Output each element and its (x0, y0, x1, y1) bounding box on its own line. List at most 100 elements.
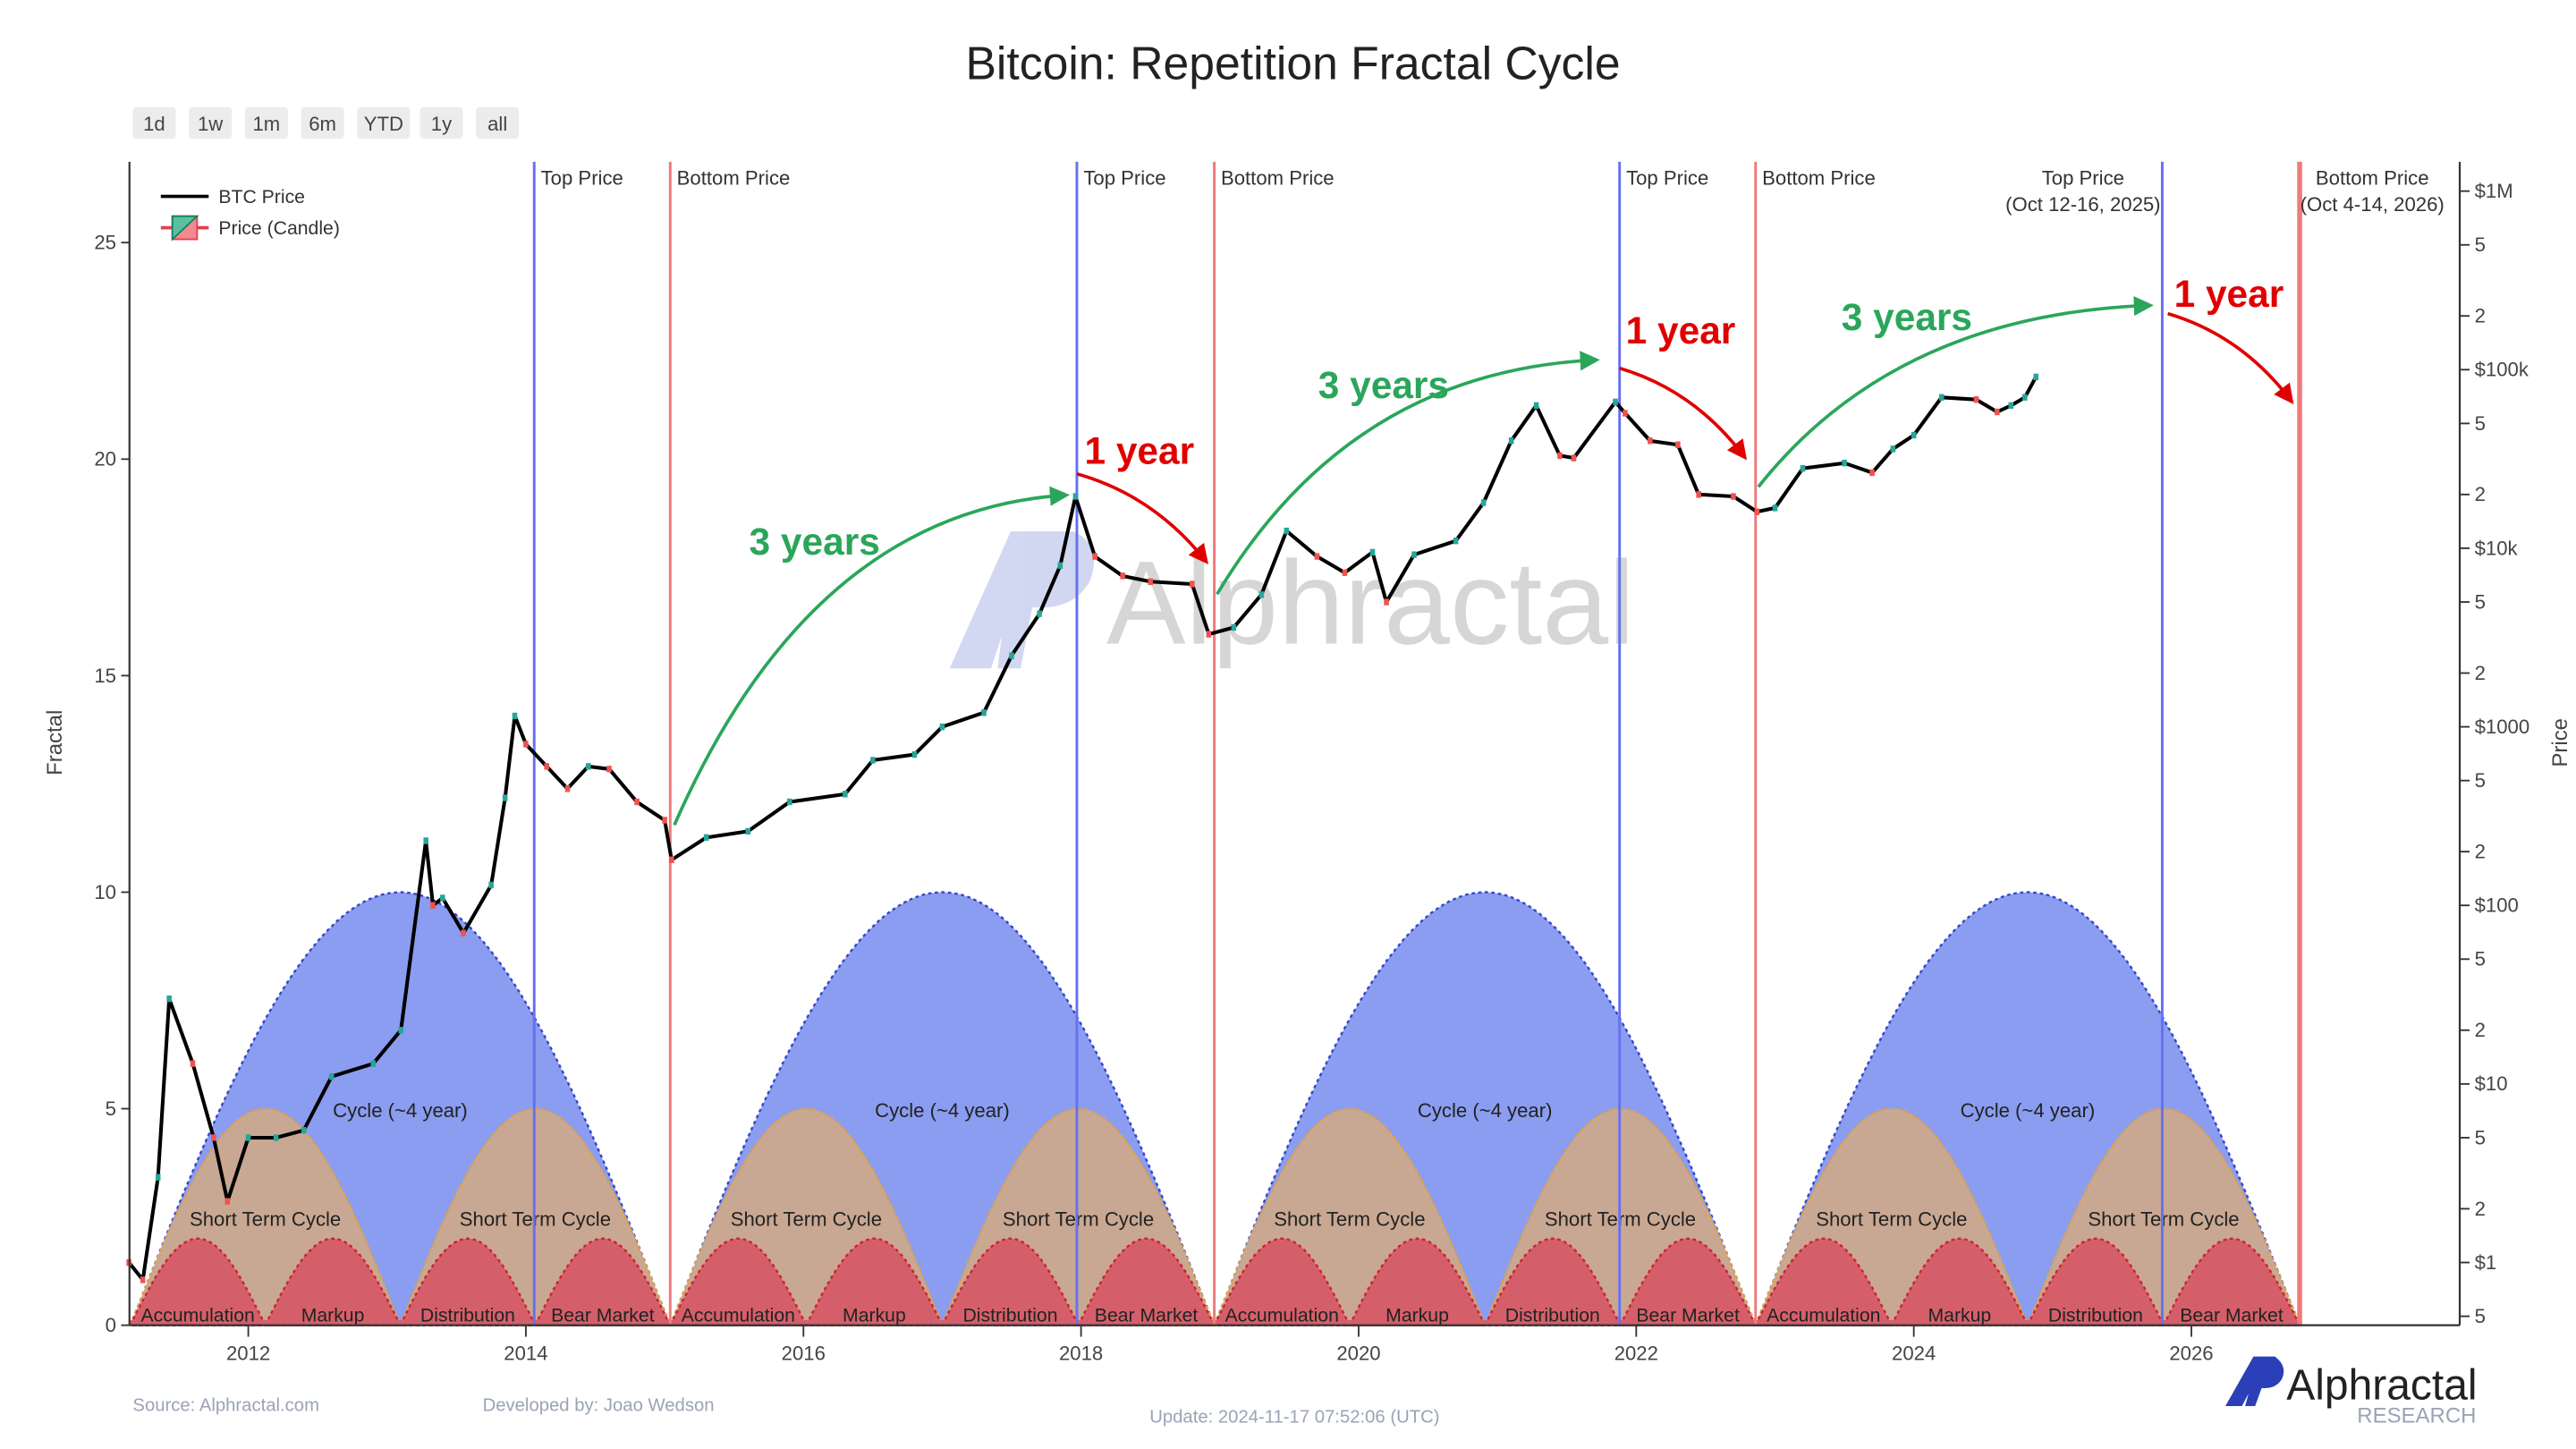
range-button-6m[interactable]: 6m (301, 106, 344, 139)
price-candle (423, 837, 428, 844)
top-price-label: Top Price (1626, 167, 1708, 190)
price-tick-label: $1000 (2475, 716, 2530, 738)
brand-logo: Alphractal RESEARCH (2225, 1356, 2478, 1428)
one-year-arrow (1619, 366, 1748, 461)
price-candle (1613, 398, 1618, 406)
price-candle (1369, 548, 1376, 556)
x-tick-label: 2016 (782, 1342, 826, 1364)
price-candle (155, 1174, 161, 1181)
price-candle (1231, 623, 1237, 631)
price-candle (1189, 580, 1195, 588)
price-candle (1342, 569, 1348, 576)
range-selector: 1d 1w 1m 6m YTD 1y all (132, 106, 520, 139)
three-years-arrow (673, 486, 1070, 826)
price-candle (939, 723, 945, 731)
price-candle (2022, 394, 2028, 401)
annotation-label: 1 year (1084, 429, 1194, 471)
button-background (132, 106, 176, 139)
phase-label: Bear Market (2180, 1306, 2284, 1326)
button-label: 6m (309, 113, 336, 135)
phase-label: Accumulation (1225, 1306, 1339, 1326)
phase-dome (1076, 1237, 1216, 1326)
cycle-label: Cycle (~4 year) (1418, 1099, 1553, 1122)
phase-dome (533, 1237, 673, 1326)
price-candle (488, 881, 494, 889)
price-candle (1648, 437, 1653, 445)
btc-price-line (127, 376, 2038, 1282)
price-candle (1258, 591, 1265, 598)
left-axis-label: Fractal (43, 710, 67, 775)
price-candle (1411, 551, 1417, 558)
short-cycle-label: Short Term Cycle (1274, 1208, 1425, 1230)
range-button-1w[interactable]: 1w (189, 106, 233, 139)
top-price-label: Top Price (541, 167, 623, 190)
source-text[interactable]: Source: Alphractal.com (132, 1396, 319, 1416)
phase-dome (1347, 1237, 1487, 1326)
range-button-1y[interactable]: 1y (419, 106, 463, 139)
price-candle (1938, 394, 1945, 401)
x-tick-label: 2026 (2169, 1342, 2213, 1364)
short-cycle-label: Short Term Cycle (1003, 1208, 1154, 1230)
three-years-arrow (1216, 351, 1600, 596)
price-minor-tick-label: 2 (2475, 1198, 2486, 1220)
price-candle (430, 902, 436, 909)
phase-label: Bear Market (1636, 1306, 1740, 1326)
button-background (189, 106, 233, 139)
button-label: 1w (198, 113, 224, 135)
phase-dome (2026, 1237, 2165, 1326)
phase-dome (398, 1237, 538, 1326)
phase-label: Distribution (2048, 1306, 2143, 1326)
logo-sub: RESEARCH (2357, 1403, 2476, 1428)
price-minor-tick-label: 5 (2475, 769, 2486, 792)
button-background (301, 106, 344, 139)
range-button-1m[interactable]: 1m (244, 106, 288, 139)
watermark: Alphractal (949, 531, 1635, 670)
logo-icon (2225, 1356, 2284, 1407)
chart-title: Bitcoin: Repetition Fractal Cycle (965, 38, 1620, 89)
price-candle (370, 1060, 377, 1067)
price-candle (1731, 493, 1736, 500)
x-tick-label: 2024 (1892, 1342, 1936, 1364)
price-candle (328, 1072, 335, 1080)
range-button-all[interactable]: all (476, 106, 520, 139)
price-candle (1092, 553, 1097, 560)
phase-dome (1889, 1237, 2029, 1326)
phase-strip (670, 1319, 1215, 1326)
legend-item-price-candle[interactable]: Price (Candle) (160, 215, 340, 242)
top-price-label: Top Price (2042, 167, 2124, 190)
phase-dome (263, 1237, 402, 1326)
axis-ticks: 2012 2014 2016 2018 2020 2022 2024 202605101520… (94, 180, 2529, 1364)
button-background (244, 106, 288, 139)
annotation-label: 3 years (750, 521, 880, 563)
price-candle (1072, 493, 1079, 500)
legend-item-btc-price[interactable]: BTC Price (160, 187, 305, 208)
price-minor-tick-label: 2 (2475, 841, 2486, 863)
price-tick-label: $10k (2475, 537, 2519, 559)
button-background (357, 106, 411, 139)
price-candle (1842, 460, 1847, 467)
phase-label: Distribution (1505, 1306, 1600, 1326)
phase-dome (804, 1237, 945, 1326)
short-cycle-label: Short Term Cycle (731, 1208, 882, 1230)
button-label: 1m (253, 113, 281, 135)
price-tick-label: $100k (2475, 359, 2529, 381)
cycle-label: Cycle (~4 year) (333, 1099, 468, 1122)
price-candle (1994, 408, 2000, 416)
range-button-1d[interactable]: 1d (132, 106, 176, 139)
range-button-ytd[interactable]: YTD (357, 106, 411, 139)
price-candle (1057, 562, 1063, 569)
price-candle (1120, 572, 1125, 580)
phase-strip (130, 1319, 671, 1326)
price-candle (1696, 491, 1701, 498)
price-candle (634, 798, 640, 806)
price-tick-label: $1 (2475, 1251, 2497, 1274)
price-candle (1911, 431, 1917, 439)
three-years-arrow (1757, 296, 2154, 488)
price-candle (1869, 469, 1875, 477)
phase-dome (1483, 1237, 1623, 1326)
price-candle (2033, 373, 2038, 381)
price-candle (301, 1127, 307, 1134)
legend: BTC Price Price (Candle) (160, 187, 340, 242)
price-candle (544, 763, 549, 770)
